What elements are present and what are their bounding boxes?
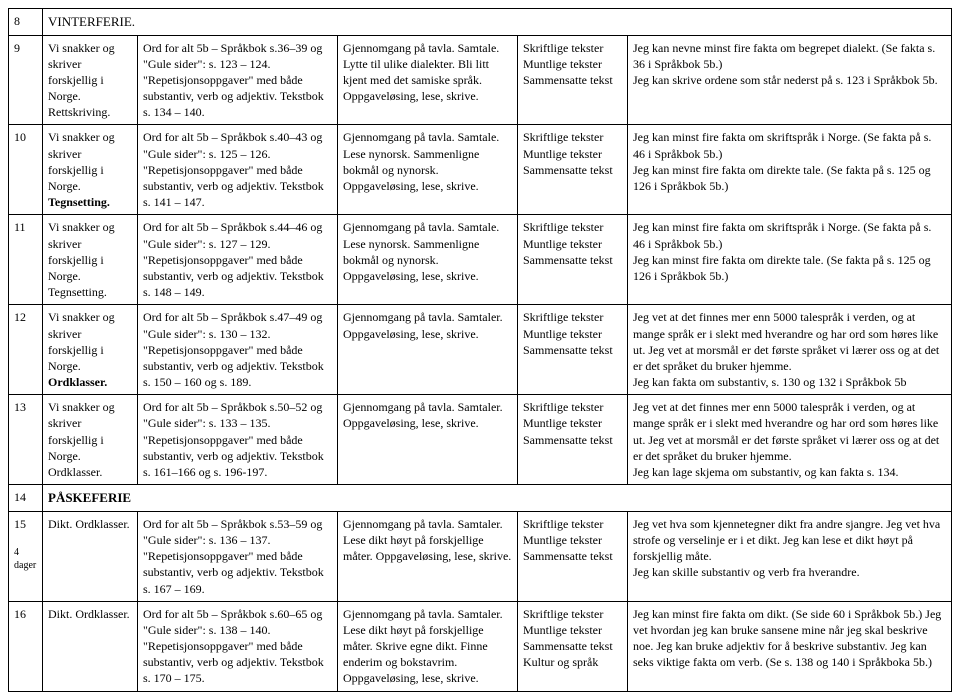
goal-cell: Jeg vet at det finnes mer enn 5000 tales… xyxy=(628,305,952,395)
week-number-value: 10 xyxy=(14,129,37,145)
method-cell: Gjennomgang på tavla. Samtaler. Lese dik… xyxy=(338,511,518,601)
table-row: 8 VINTERFERIE. xyxy=(9,9,952,36)
work-cell: Ord for alt 5b – Språkbok s.36–39 og "Gu… xyxy=(138,35,338,125)
work-cell: Ord for alt 5b – Språkbok s.53–59 og "Gu… xyxy=(138,511,338,601)
week-number-value: 16 xyxy=(14,606,37,622)
week-number: 15 4 dager xyxy=(9,511,43,601)
topic-bold: Tegnsetting. xyxy=(48,194,132,210)
table-row: 13 Vi snakker og skriver forskjellig i No… xyxy=(9,395,952,485)
week-number: 9 xyxy=(9,35,43,125)
week-subnote: 4 dager xyxy=(14,546,37,573)
text-type-cell: Skriftlige teksterMuntlige teksterSammen… xyxy=(518,305,628,395)
table-row: 11 Vi snakker og skriver forskjellig i No… xyxy=(9,215,952,305)
week-number: 8 xyxy=(9,9,43,36)
topic-bold: Ordklasser. xyxy=(48,374,132,390)
text-type-cell: Skriftlige teksterMuntlige teksterSammen… xyxy=(518,511,628,601)
topic-text: Vi snakker og skriver forskjellig i Norg… xyxy=(48,309,132,374)
method-cell: Gjennomgang på tavla. Samtaler. Oppgavel… xyxy=(338,305,518,395)
week-number-value: 13 xyxy=(14,399,37,415)
curriculum-table: 8 VINTERFERIE. 9 Vi snakker og skriver fors… xyxy=(8,8,952,692)
topic-cell: Vi snakker og skriver forskjellig i Norg… xyxy=(43,305,138,395)
text-type-cell: Skriftlige teksterMuntlige teksterSammen… xyxy=(518,601,628,691)
topic-cell: Vi snakker og skriver forskjellig i Norg… xyxy=(43,125,138,215)
goal-cell: Jeg kan minst fire fakta om dikt. (Se si… xyxy=(628,601,952,691)
goal-cell: Jeg kan minst fire fakta om skriftspråk … xyxy=(628,215,952,305)
text-type-cell: Skriftlige teksterMuntlige teksterSammen… xyxy=(518,35,628,125)
week-number: 11 xyxy=(9,215,43,305)
work-cell: Ord for alt 5b – Språkbok s.40–43 og "Gu… xyxy=(138,125,338,215)
topic-cell: Vi snakker og skriver forskjellig i Norg… xyxy=(43,215,138,305)
work-cell: Ord for alt 5b – Språkbok s.47–49 og "Gu… xyxy=(138,305,338,395)
week-number-value: 9 xyxy=(14,40,37,56)
week-number: 10 xyxy=(9,125,43,215)
week-number-value: 15 xyxy=(14,516,37,532)
goal-cell: Jeg kan minst fire fakta om skriftspråk … xyxy=(628,125,952,215)
week-number: 12 xyxy=(9,305,43,395)
table-row: 10 Vi snakker og skriver forskjellig i No… xyxy=(9,125,952,215)
week-number-value: 11 xyxy=(14,219,37,235)
topic-cell: Dikt. Ordklasser. xyxy=(43,601,138,691)
method-cell: Gjennomgang på tavla. Samtale. Lese nyno… xyxy=(338,125,518,215)
text-type-cell: Skriftlige teksterMuntlige teksterSammen… xyxy=(518,395,628,485)
goal-cell: Jeg vet at det finnes mer enn 5000 tales… xyxy=(628,395,952,485)
text-type-cell: Skriftlige teksterMuntlige teksterSammen… xyxy=(518,125,628,215)
table-row: 9 Vi snakker og skriver forskjellig i Nor… xyxy=(9,35,952,125)
topic-text: Vi snakker og skriver forskjellig i Norg… xyxy=(48,129,132,194)
table-row: 12 Vi snakker og skriver forskjellig i No… xyxy=(9,305,952,395)
method-cell: Gjennomgang på tavla. Samtaler. Lese dik… xyxy=(338,601,518,691)
week-number-value: 8 xyxy=(14,13,37,29)
week-number-value: 12 xyxy=(14,309,37,325)
holiday-cell: PÅSKEFERIE xyxy=(43,485,952,512)
week-number: 14 xyxy=(9,485,43,512)
method-cell: Gjennomgang på tavla. Samtaler. Oppgavel… xyxy=(338,395,518,485)
week-number: 16 xyxy=(9,601,43,691)
work-cell: Ord for alt 5b – Språkbok s.50–52 og "Gu… xyxy=(138,395,338,485)
topic-cell: Dikt. Ordklasser. xyxy=(43,511,138,601)
holiday-cell: VINTERFERIE. xyxy=(43,9,952,36)
week-number-value: 14 xyxy=(14,489,37,505)
method-cell: Gjennomgang på tavla. Samtale. Lytte til… xyxy=(338,35,518,125)
method-cell: Gjennomgang på tavla. Samtale. Lese nyno… xyxy=(338,215,518,305)
topic-cell: Vi snakker og skriver forskjellig i Norg… xyxy=(43,395,138,485)
goal-cell: Jeg kan nevne minst fire fakta om begrep… xyxy=(628,35,952,125)
topic-cell: Vi snakker og skriver forskjellig i Norg… xyxy=(43,35,138,125)
table-row: 16 Dikt. Ordklasser.Ord for alt 5b – Språ… xyxy=(9,601,952,691)
goal-cell: Jeg vet hva som kjennetegner dikt fra an… xyxy=(628,511,952,601)
work-cell: Ord for alt 5b – Språkbok s.44–46 og "Gu… xyxy=(138,215,338,305)
text-type-cell: Skriftlige teksterMuntlige teksterSammen… xyxy=(518,215,628,305)
table-row: 14 PÅSKEFERIE xyxy=(9,485,952,512)
week-number: 13 xyxy=(9,395,43,485)
work-cell: Ord for alt 5b – Språkbok s.60–65 og "Gu… xyxy=(138,601,338,691)
table-row: 15 4 dager Dikt. Ordklasser.Ord for alt 5b… xyxy=(9,511,952,601)
